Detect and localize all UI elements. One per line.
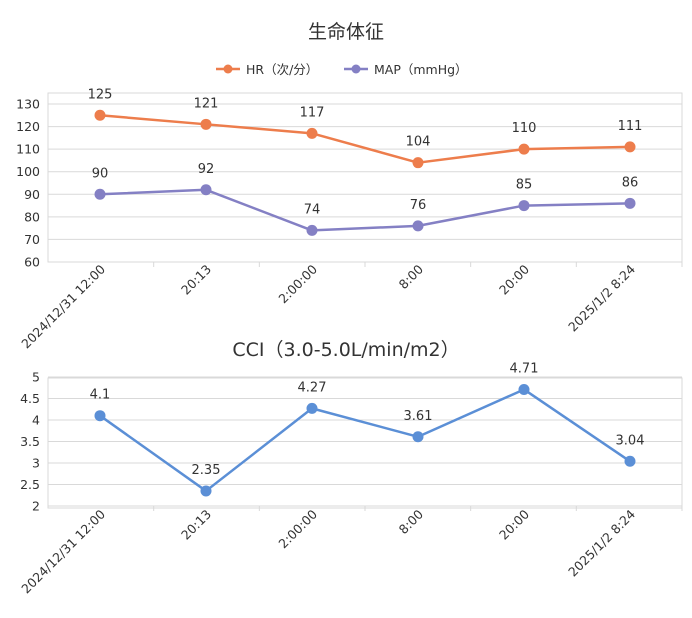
chart-0-plot-area [47,92,683,263]
chart-1-series-0-point [94,410,106,422]
chart-0-series-1-point [200,184,212,196]
chart-0-series-0-data-label: 117 [300,105,325,120]
chart-1-series-0-data-label: 4.27 [298,380,327,395]
chart-1-x-tick-label: 2025/1/2 8:24 [565,506,638,579]
chart-1-series-0-point [624,455,636,467]
chart-0-series-1-data-label: 92 [198,162,215,177]
legend-1-marker [351,64,361,74]
chart-0-series-1-point [624,197,636,209]
chart-1-y-tick-label: 3 [32,456,40,471]
chart-0-y-tick-label: 100 [16,164,40,179]
chart-0-title: 生命体征 [308,21,384,43]
chart-0-y-tick-label: 110 [16,142,40,157]
chart-0-series-0-point [94,109,106,121]
chart-0-series-0-point [412,157,424,169]
chart-0-series-0-data-label: 121 [194,96,219,111]
chart-0-x-tick-label: 8:00 [396,261,426,291]
chart-0-series-1-data-label: 85 [516,178,533,193]
chart-1-series-0-data-label: 3.61 [404,409,433,424]
chart-0-series-1-point [412,220,424,232]
chart-1-series-0-data-label: 3.04 [616,433,645,448]
chart-0-series-0-line [99,114,631,164]
chart-1-x-tick-label: 2024/12/31 12:00 [18,506,108,596]
chart-0-series-1-point [306,224,318,236]
chart-0-series-1-data-label: 90 [92,166,109,181]
chart-0-y-tick-label: 60 [24,255,40,270]
chart-1-series-0-point [412,431,424,443]
chart-1-x-tick-label: 2:00:00 [275,506,320,551]
chart-0-series-0-point [518,143,530,155]
chart-1-series-0-data-label: 4.1 [90,388,111,403]
chart-1-x-tick-label: 8:00 [396,506,426,536]
chart-0-series-0-point [200,118,212,130]
chart-1-x-tick-label: 20:00 [496,506,532,542]
chart-1-series-0-point [518,383,530,395]
chart-1-y-tick-label: 4 [32,413,40,428]
chart-0-x-tick-label: 2024/12/31 12:00 [18,261,108,351]
chart-1-y-tick-label: 3.5 [20,434,40,449]
chart-0-series-1-point [518,200,530,212]
chart-0-series-1-data-label: 76 [410,198,427,213]
legend-0-label: HR（次/分） [246,62,318,77]
chart-0-series-1-line [99,188,631,232]
chart-1-y-tick-label: 2.5 [20,477,40,492]
chart-1-y-tick-label: 2 [32,499,40,514]
chart-1-y-tick-label: 5 [32,370,40,385]
chart-0-series-1-data-label: 86 [622,175,639,190]
chart-0-series-0-point [624,141,636,153]
chart-1-plot-area [47,377,683,509]
chart-0-y-tick-label: 70 [24,232,40,247]
chart-1-series-0-point [306,402,318,414]
chart-1-title: CCI（3.0-5.0L/min/m2） [232,339,459,361]
chart-0-x-tick-label: 20:13 [178,262,214,298]
legend-0-marker [223,64,233,74]
legend-1-label: MAP（mmHg） [374,62,468,77]
chart-0-y-tick-label: 130 [16,97,40,112]
chart-0-x-tick-label: 2025/1/2 8:24 [565,261,638,334]
chart-0-series-0-data-label: 111 [618,119,643,134]
chart-1-y-tick-label: 4.5 [20,391,40,406]
chart-1-series-0-data-label: 4.71 [510,361,539,376]
chart-0-series-0-data-label: 110 [512,121,537,136]
chart-0-y-tick-label: 90 [24,187,40,202]
chart-1-series-0-line [99,388,631,493]
chart-0-x-tick-label: 2:00:00 [275,261,320,306]
chart-0-series-0-point [306,127,318,139]
chart-0-y-tick-label: 80 [24,209,40,224]
chart-1-x-tick-label: 20:13 [178,507,214,543]
chart-0-x-tick-label: 20:00 [496,261,532,297]
chart-1-series-0-data-label: 2.35 [192,463,221,478]
chart-1-series-0-point [200,485,212,497]
chart-0-y-tick-label: 120 [16,119,40,134]
chart-0-series-1-data-label: 74 [304,202,321,217]
chart-0-series-1-point [94,188,106,200]
chart-0-series-0-data-label: 125 [88,87,113,102]
chart-0-series-0-data-label: 104 [406,135,431,150]
